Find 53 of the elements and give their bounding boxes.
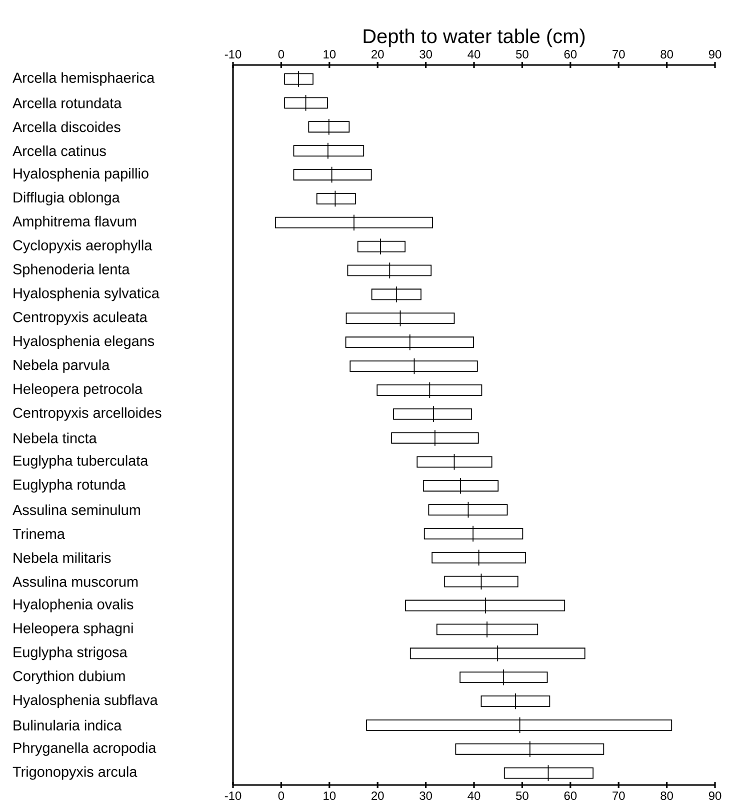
x-tick-label: 10 [324, 792, 336, 800]
x-tick-label: 60 [564, 792, 577, 800]
y-tick-label: Arcella discoides [12, 122, 120, 132]
x-tick-label: 20 [372, 792, 384, 800]
x2-tick-label: 0 [278, 50, 284, 58]
y-tick-label: Hyalosphenia sylvatica [14, 288, 160, 302]
x2-tick-label: 70 [612, 50, 625, 58]
y-tick-label: Trigonopyxis arcula [12, 766, 138, 780]
x-tick-label: 30 [420, 792, 432, 800]
y-tick-label: Centropyxis arcelloides [13, 407, 162, 421]
x2-tick-label: 80 [660, 50, 673, 58]
x2-tick-label: 60 [564, 50, 577, 58]
y-tick-label: Heleopera petrocola [14, 383, 143, 397]
y-tick-label: Euglypha tuberculata [14, 455, 148, 469]
y-tick-label: Hyalophenia ovalis [14, 598, 134, 612]
x2-tick-label: 20 [372, 50, 384, 58]
y-tick-label: Sphenoderia lenta [13, 264, 130, 278]
x2-tick-label: 10 [324, 50, 336, 58]
y-tick-label: Arcella rotundata [12, 98, 122, 108]
x-tick-label: 70 [612, 792, 625, 800]
y-tick-label: Nebela tincta [14, 432, 97, 444]
x2-tick-label: 30 [420, 50, 432, 58]
x2-tick-label: 90 [708, 50, 722, 58]
x-tick-label: -10 [224, 792, 242, 800]
y-tick-label: Hyalosphenia papillio [14, 168, 148, 182]
x2-axis-title: Depth to water table (cm) [364, 28, 585, 48]
x-tick-label: 40 [468, 792, 480, 800]
y-tick-label: Hyalosphenia elegans [14, 336, 154, 349]
y-tick-label: Arcella catinus [12, 145, 106, 156]
x2-tick-label: 50 [516, 50, 528, 58]
x2-tick-label: 40 [468, 50, 480, 58]
y-tick-label: Bulinularia indica [14, 720, 122, 730]
x-tick-label: 0 [278, 792, 284, 800]
y-tick-label: Assulina muscorum [12, 576, 138, 587]
y-tick-label: Phryganella acropodia [14, 742, 156, 756]
y-tick-label: Cyclopyxis aerophylla [13, 240, 152, 254]
y-tick-label: Corythion dubium [13, 670, 125, 684]
y-tick-label: Assulina seminulum [12, 504, 140, 516]
y-tick-label: Nebela militaris [14, 552, 111, 563]
y-tick-label: Amphitrema flavum [12, 216, 136, 230]
y-tick-label: Nebela parvula [14, 359, 110, 373]
y-tick-label: Arcella hemisphaerica [12, 72, 155, 86]
x-tick-label: 80 [660, 792, 673, 800]
y-tick-label: Heleopera sphagni [14, 622, 133, 636]
y-tick-label: Euglypha rotunda [14, 479, 126, 493]
x-tick-label: 90 [708, 792, 722, 800]
y-tick-label: Difflugia oblonga [14, 192, 120, 206]
y-tick-label: Euglypha strigosa [14, 646, 128, 660]
y-tick-label: Centropyxis aculeata [13, 312, 148, 326]
y-tick-label: Trinema [12, 528, 65, 540]
x-tick-label: 50 [516, 792, 528, 800]
x2-tick-label: -10 [224, 50, 242, 58]
y-tick-label: Hyalosphenia subflava [14, 694, 158, 708]
